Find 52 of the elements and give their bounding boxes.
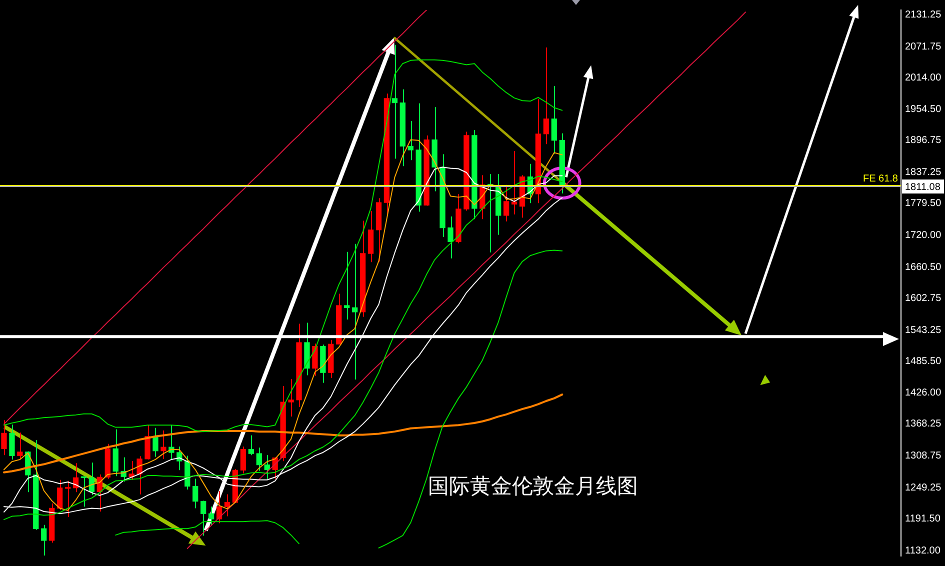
y-tick-label: 1660.50: [905, 262, 942, 273]
candlestick: [9, 424, 15, 460]
y-tick-label: 1954.50: [905, 104, 942, 116]
candlestick: [256, 447, 262, 472]
y-tick-label: 1485.50: [905, 356, 942, 367]
candlestick: [208, 506, 214, 526]
candlestick: [64, 480, 71, 518]
y-tick-label: 1132.00: [905, 545, 941, 556]
y-tick-label: 1426.00: [905, 388, 942, 399]
y-tick-label: 1249.25: [905, 482, 942, 494]
candlestick: [248, 434, 254, 456]
candlestick: [152, 427, 158, 458]
y-tick-label: 1308.75: [905, 450, 942, 462]
candlestick: [224, 494, 230, 517]
candlestick: [128, 460, 134, 480]
candlestick: [352, 243, 358, 380]
ref-line-label: 1811.08: [905, 182, 941, 193]
candlestick: [448, 216, 454, 259]
candlestick: [136, 456, 142, 495]
y-tick-label: 2014.00: [905, 72, 942, 84]
candlestick: [192, 478, 198, 509]
candlestick: [17, 432, 23, 460]
candlestick: [264, 454, 270, 480]
candlestick: [144, 424, 150, 460]
candlestick: [160, 430, 166, 460]
candlestick: [1, 420, 7, 456]
y-tick-label: 1543.25: [905, 324, 942, 336]
y-tick-label: 1837.25: [905, 167, 942, 178]
candlestick: [392, 44, 398, 160]
text: 国际黄金伦敦金月线图: [428, 474, 638, 498]
candlestick: [503, 184, 510, 222]
y-tick-label: 1602.75: [905, 292, 942, 304]
candlestick: [408, 120, 414, 161]
candlestick: [56, 479, 63, 510]
y-tick-label: 1896.75: [905, 135, 942, 146]
candlestick: [312, 343, 318, 376]
y-tick-label: 1779.50: [905, 198, 942, 210]
y-tick-label: 1191.50: [905, 513, 941, 524]
candlestick: [112, 428, 118, 477]
y-tick-label: 2131.25: [905, 9, 942, 20]
candlestick: [200, 500, 206, 536]
candlestick: [551, 86, 557, 154]
candlestick: [41, 524, 47, 556]
candlestick: [344, 251, 350, 320]
y-tick-label: 1720.00: [905, 230, 942, 242]
y-tick-label: 2071.75: [905, 41, 942, 52]
candlestick: [511, 150, 518, 215]
candlestick: [288, 378, 294, 418]
candlestick: [240, 446, 246, 474]
ref-line-label: FE 61.8: [862, 173, 898, 184]
candlestick: [543, 47, 550, 145]
y-tick-label: 1368.25: [905, 418, 942, 430]
